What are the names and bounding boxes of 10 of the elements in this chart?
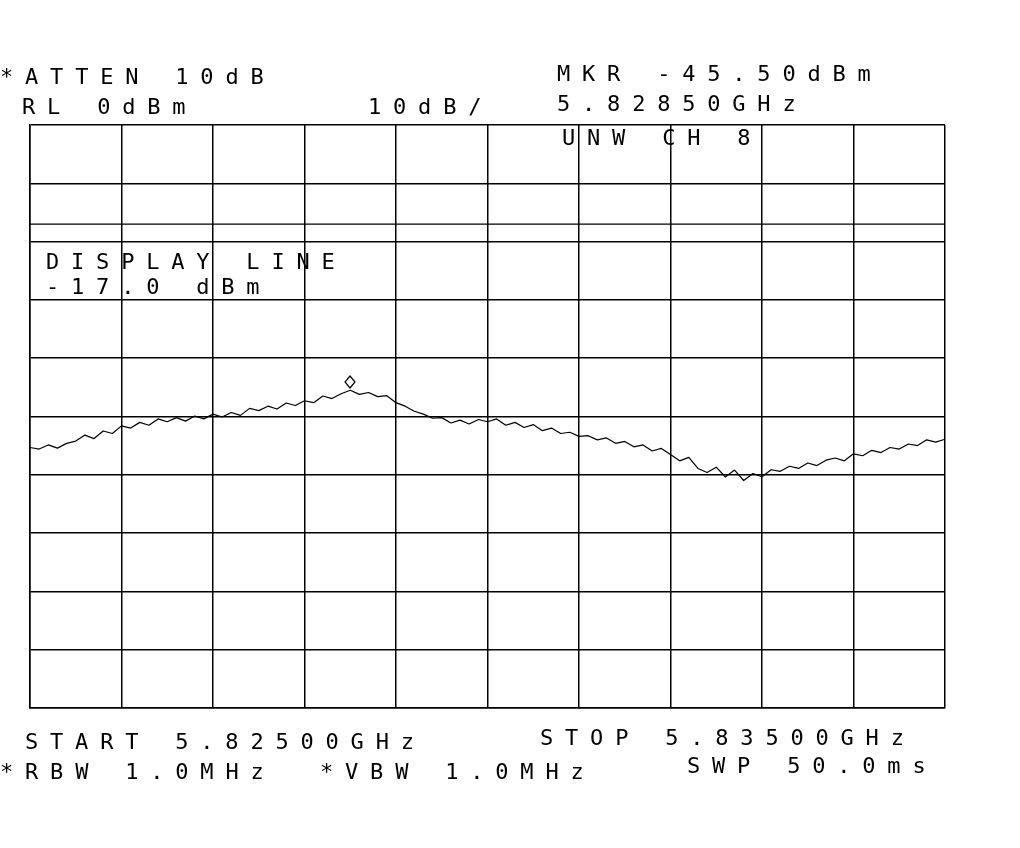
text: 5.82850GHz (557, 90, 808, 116)
text: RL 0dBm (22, 93, 198, 119)
text: START 5.82500GHz (25, 728, 426, 754)
text: STOP 5.83500GHz (540, 724, 916, 750)
text: *RBW 1.0MHz (0, 758, 276, 784)
text: MKR -45.50dBm (557, 60, 883, 86)
text: SWP 50.0ms (687, 752, 938, 778)
text: *VBW 1.0MHz (320, 758, 596, 784)
text: 10dB/ (368, 93, 494, 119)
text: *ATTEN 10dB (0, 63, 276, 89)
